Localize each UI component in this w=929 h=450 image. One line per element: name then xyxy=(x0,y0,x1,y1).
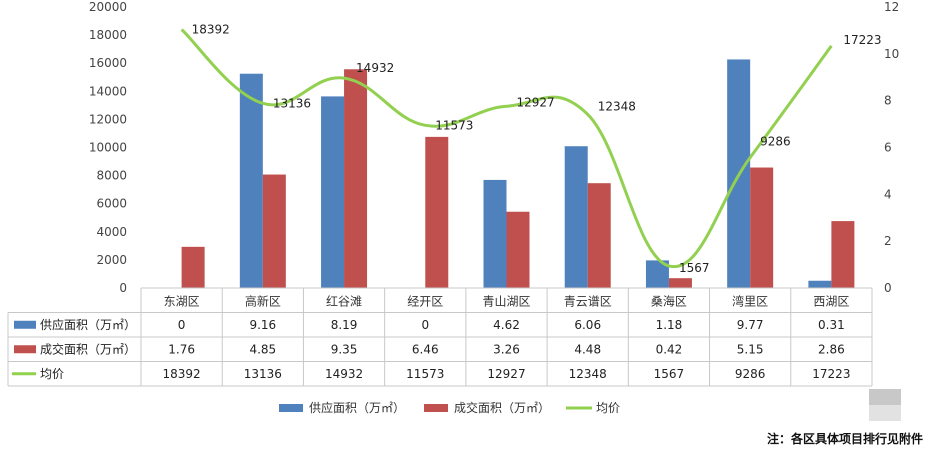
supply-bar xyxy=(321,96,345,289)
table-cell: 2.86 xyxy=(818,342,845,356)
table-cell: 9286 xyxy=(735,367,766,381)
left-tick-label: 14000 xyxy=(89,84,127,98)
left-tick-label: 6000 xyxy=(96,197,127,211)
avg-price-data-label: 13136 xyxy=(273,96,311,110)
right-tick-label: 12 xyxy=(884,0,899,14)
legend-entry: 均价 xyxy=(596,401,620,415)
table-cell: 1.76 xyxy=(168,342,195,356)
bars xyxy=(181,59,855,289)
table-cell: 0.42 xyxy=(656,342,683,356)
avg-price-data-label: 17223 xyxy=(843,33,881,47)
left-tick-label: 20000 xyxy=(89,0,127,14)
table-legend-swatch xyxy=(14,345,36,354)
table-cell: 6.06 xyxy=(574,318,601,332)
table-cell: 6.46 xyxy=(412,342,439,356)
left-tick-label: 2000 xyxy=(96,253,127,267)
left-tick-label: 10000 xyxy=(89,141,127,155)
avg-price-data-label: 1567 xyxy=(679,261,710,275)
category-label: 经开区 xyxy=(407,294,443,308)
left-tick-label: 4000 xyxy=(96,225,127,239)
category-label: 青山湖区 xyxy=(482,293,530,308)
legend-swatch xyxy=(424,404,448,412)
deal-bar xyxy=(750,167,774,288)
table-cell: 17223 xyxy=(812,367,850,381)
table-cell: 4.48 xyxy=(574,342,601,356)
deal-bar xyxy=(506,211,530,288)
table-cell: 4.62 xyxy=(493,318,520,332)
legend-swatch xyxy=(279,404,303,412)
scroll-track xyxy=(869,405,901,421)
left-tick-label: 8000 xyxy=(96,169,127,183)
table-cell: 1.18 xyxy=(656,318,683,332)
table-legend-swatch xyxy=(14,320,36,329)
table-series-name: 成交面积（万㎡） xyxy=(40,341,136,356)
legend-entry: 成交面积（万㎡） xyxy=(454,400,550,415)
deal-bar xyxy=(425,136,449,288)
table-cell: 9.16 xyxy=(249,318,276,332)
right-tick-label: 8 xyxy=(884,94,892,108)
avg-price-data-label: 12348 xyxy=(598,99,636,113)
table-cell: 4.85 xyxy=(249,342,276,356)
legend: 供应面积（万㎡） 成交面积（万㎡） 均价 xyxy=(279,400,620,415)
footnote: 注：各区具体项目排行见附件 xyxy=(767,431,923,446)
table-cell: 0 xyxy=(178,318,186,332)
category-label: 青云谱区 xyxy=(564,294,612,308)
deal-bar xyxy=(668,278,692,288)
table-cell: 8.19 xyxy=(331,318,358,332)
category-label: 东湖区 xyxy=(164,293,200,308)
avg-price-data-label: 11573 xyxy=(435,118,473,132)
legend-entry: 供应面积（万㎡） xyxy=(309,400,405,415)
category-label: 桑海区 xyxy=(651,293,687,308)
table-cell: 9.77 xyxy=(737,318,764,332)
table-series-name: 均价 xyxy=(40,367,64,381)
table-cell: 5.15 xyxy=(737,342,764,356)
right-tick-label: 10 xyxy=(884,47,899,61)
table-cell: 1567 xyxy=(654,367,685,381)
right-tick-label: 0 xyxy=(884,281,892,295)
right-tick-label: 2 xyxy=(884,234,892,248)
table-cell: 12348 xyxy=(569,367,607,381)
table-cell: 0 xyxy=(421,318,429,332)
category-label: 湾里区 xyxy=(732,293,768,308)
table-cell: 9.35 xyxy=(331,342,358,356)
scroll-handle[interactable] xyxy=(869,389,901,405)
supply-bar xyxy=(239,73,263,288)
left-tick-label: 16000 xyxy=(89,56,127,70)
left-tick-label: 18000 xyxy=(89,28,127,42)
table-cell: 13136 xyxy=(244,367,282,381)
left-tick-label: 0 xyxy=(119,281,127,295)
avg-price-data-label: 9286 xyxy=(760,134,791,148)
avg-price-data-label: 18392 xyxy=(192,22,230,36)
avg-price-data-label: 14932 xyxy=(356,61,394,75)
category-label: 红谷滩 xyxy=(326,293,362,308)
deal-bar xyxy=(181,246,205,288)
avg-price-line: 18392 13136 14932 11573 12927 12348 1567 9286 17… xyxy=(180,22,882,275)
right-tick-label: 6 xyxy=(884,141,892,155)
deal-bar xyxy=(587,183,611,288)
category-label: 高新区 xyxy=(245,293,281,308)
category-label: 西湖区 xyxy=(813,293,849,308)
table-cell: 14932 xyxy=(325,367,363,381)
deal-bar xyxy=(262,174,286,288)
supply-bar xyxy=(808,280,832,288)
table-cell: 0.31 xyxy=(818,318,845,332)
table-cell: 12927 xyxy=(487,367,525,381)
table-cell: 11573 xyxy=(406,367,444,381)
avg-price-data-label: 12927 xyxy=(517,95,555,109)
supply-bar xyxy=(645,260,669,288)
deal-bar xyxy=(831,221,855,288)
left-tick-label: 12000 xyxy=(89,112,127,126)
supply-bar xyxy=(564,146,588,288)
table-cell: 18392 xyxy=(163,367,201,381)
deal-bar xyxy=(344,69,368,289)
right-tick-label: 4 xyxy=(884,187,892,201)
table-series-name: 供应面积（万㎡） xyxy=(40,317,136,332)
supply-bar xyxy=(483,179,507,288)
avg-price-series-line xyxy=(180,28,833,269)
table-cell: 3.26 xyxy=(493,342,520,356)
